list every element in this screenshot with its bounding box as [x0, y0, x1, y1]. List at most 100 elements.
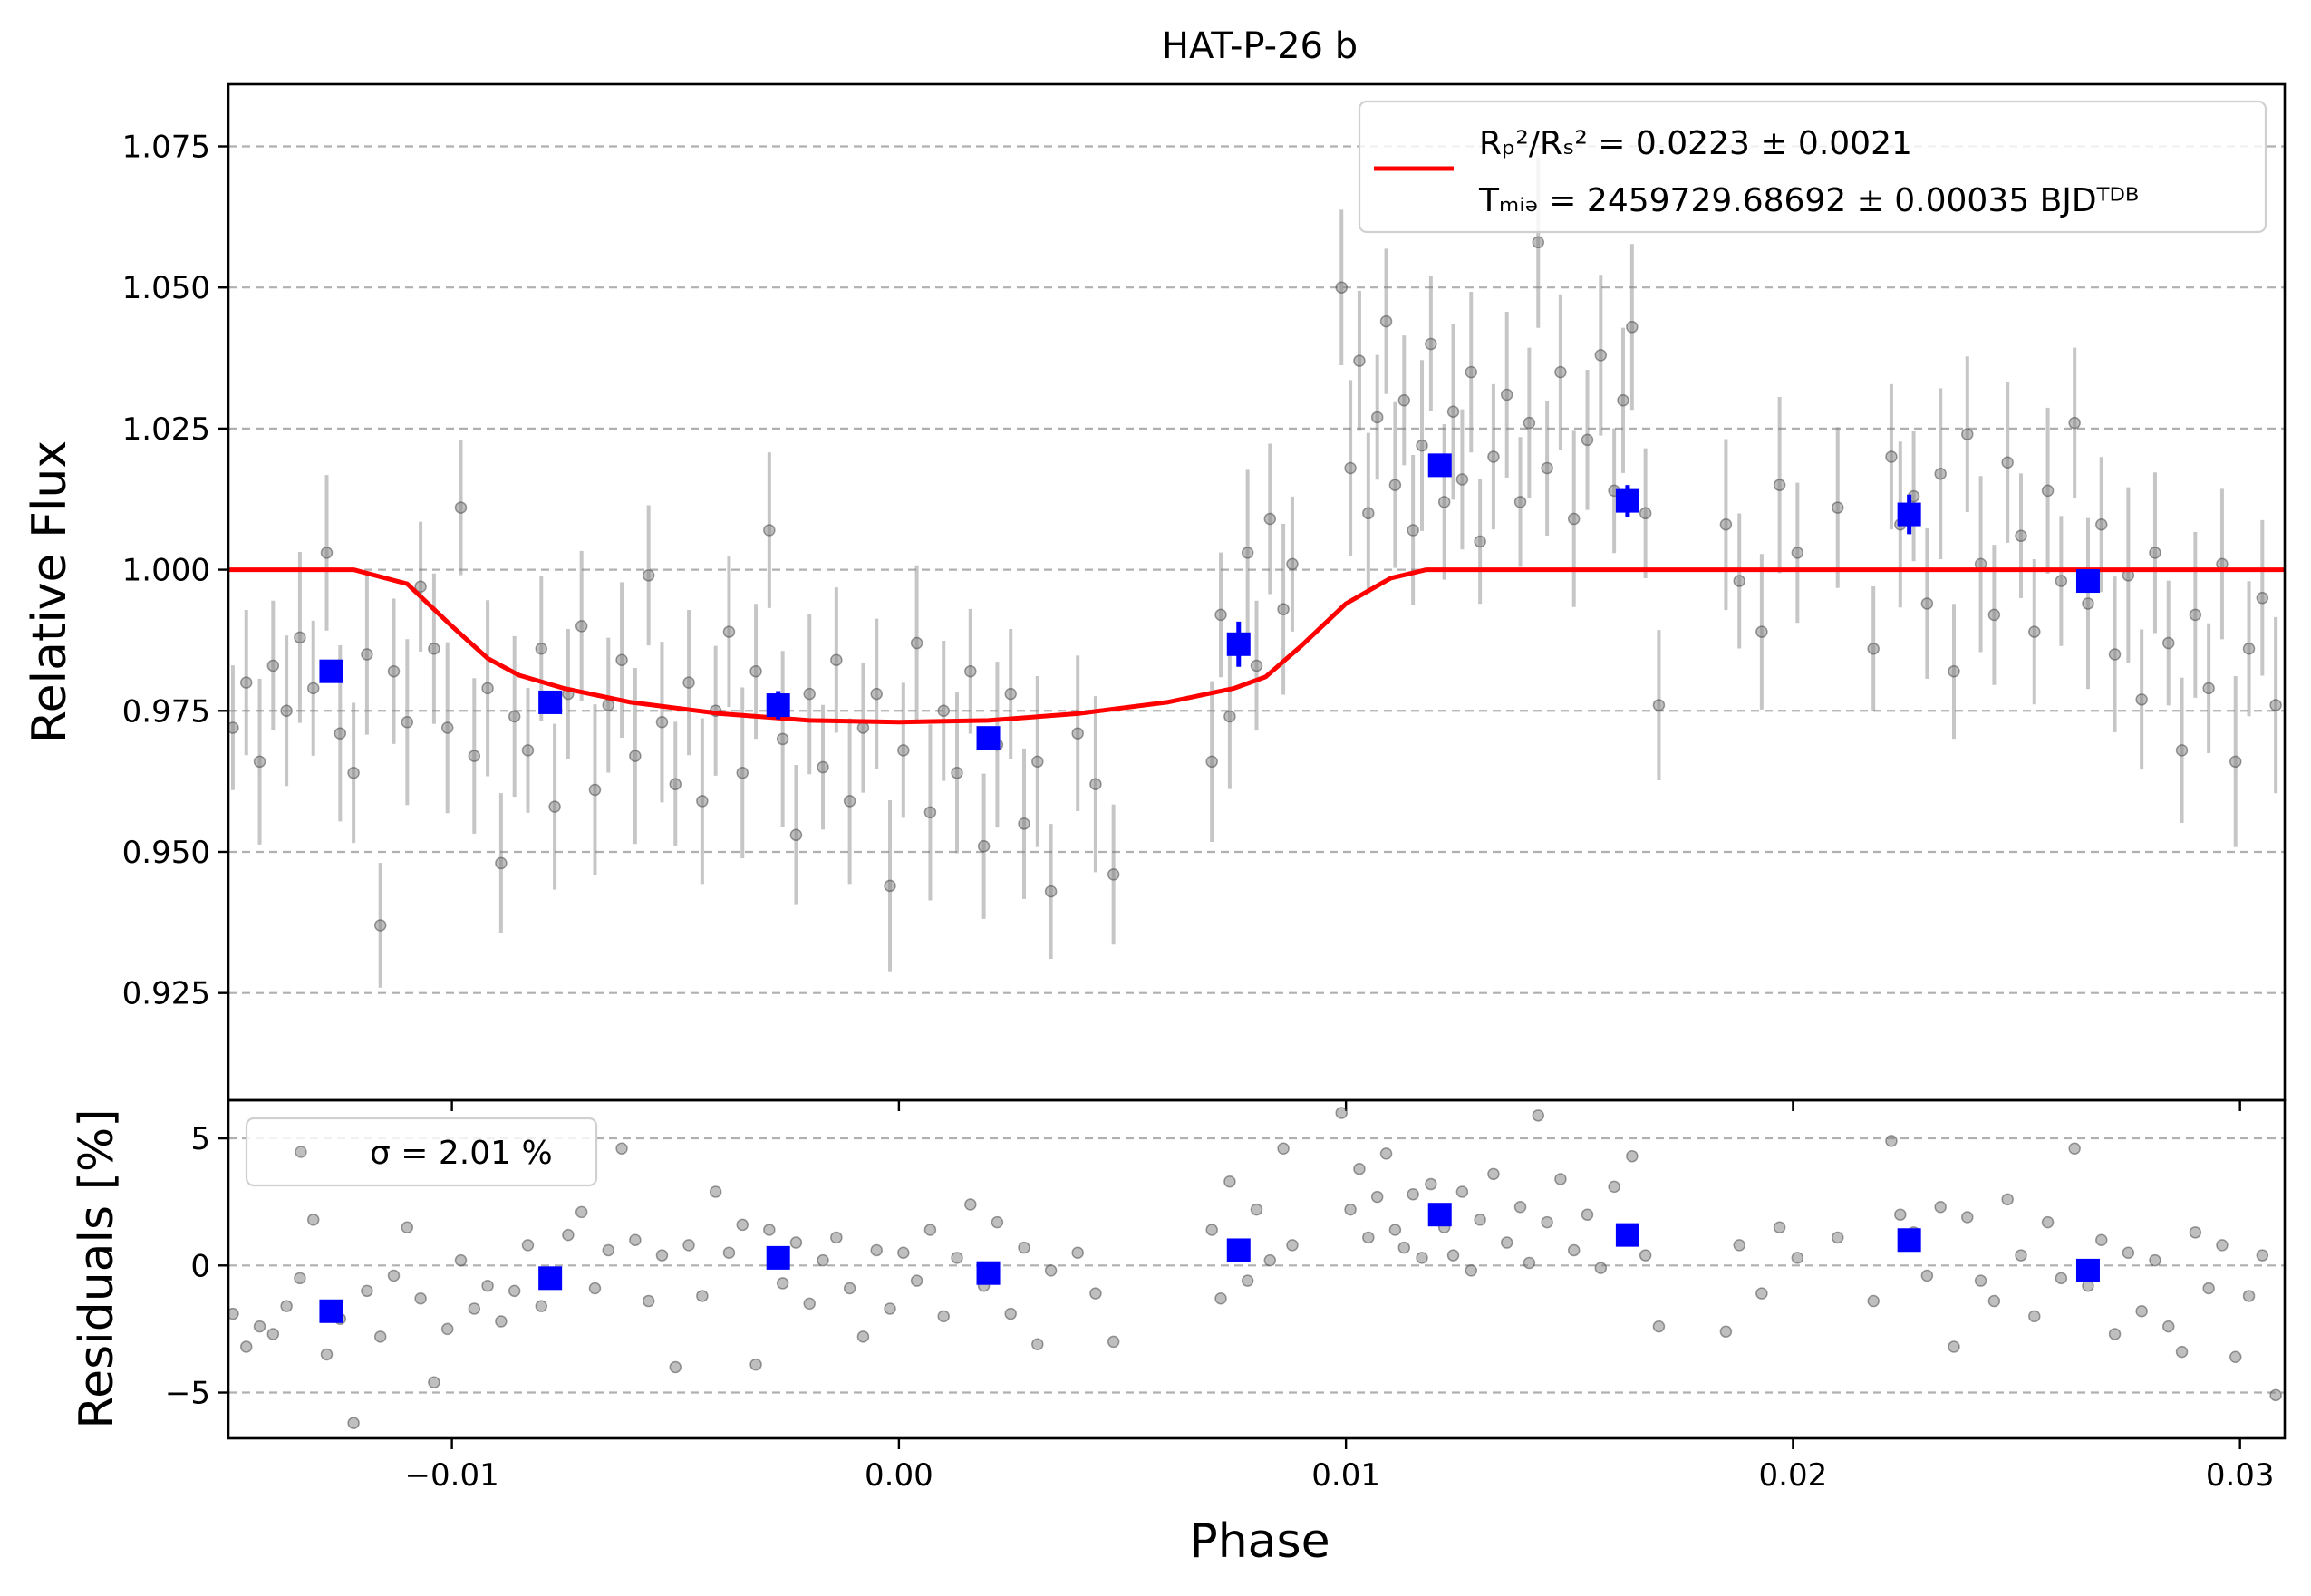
raw-data-point — [454, 501, 468, 514]
residual-point — [428, 1376, 440, 1389]
legend-sigma: σ = 2.01 % — [370, 1135, 553, 1172]
raw-data-point — [521, 744, 535, 757]
raw-data-point — [615, 653, 628, 666]
raw-data-point — [1581, 433, 1594, 447]
raw-data-point — [1885, 450, 1898, 463]
raw-data-point — [817, 760, 829, 774]
residual-point — [642, 1294, 655, 1308]
residual-point — [2256, 1249, 2269, 1262]
bottom-y-ticks: −5 0 5 — [165, 1121, 228, 1412]
residual-point — [655, 1249, 669, 1262]
residual-point — [2202, 1282, 2215, 1295]
top-binned-points — [319, 453, 2100, 750]
raw-data-point — [2162, 636, 2175, 650]
raw-data-point — [884, 879, 896, 893]
residual-point — [1755, 1287, 1768, 1300]
binned-data-point — [766, 693, 790, 718]
raw-data-point — [2175, 744, 2189, 757]
raw-data-point — [1541, 461, 1553, 475]
raw-data-point — [1867, 643, 1880, 655]
residual-point — [535, 1300, 548, 1312]
raw-data-point — [1089, 778, 1102, 790]
bottom-panel: −5 0 5 −0.01 0.00 0.01 0.02 0.03 Residuals [%]… — [70, 1098, 2287, 1569]
residual-point — [763, 1224, 776, 1236]
raw-data-point — [2189, 608, 2202, 622]
residual-point — [1089, 1287, 1102, 1300]
x-tick-label: 0.03 — [2206, 1457, 2275, 1494]
raw-data-point — [830, 653, 843, 666]
residual-point — [2229, 1350, 2242, 1364]
raw-data-point — [280, 704, 293, 718]
raw-data-point — [951, 767, 963, 779]
residual-point — [856, 1330, 870, 1343]
raw-data-point — [1388, 479, 1402, 491]
top-raw-points — [227, 157, 2282, 988]
residual-point — [1465, 1264, 1478, 1277]
residual-point — [1018, 1241, 1030, 1254]
residual-point — [1541, 1215, 1553, 1229]
residual-point — [1344, 1203, 1357, 1216]
raw-data-point — [294, 631, 306, 644]
residual-point — [937, 1310, 950, 1323]
legend-residual-marker — [295, 1146, 307, 1158]
x-tick-label: 0.02 — [1759, 1457, 1828, 1494]
raw-data-point — [2082, 597, 2094, 610]
residual-point — [669, 1360, 682, 1374]
raw-data-point — [2028, 625, 2041, 638]
raw-data-point — [1416, 439, 1428, 452]
raw-data-point — [1004, 687, 1017, 701]
raw-data-point — [1397, 394, 1411, 407]
residual-point — [1608, 1180, 1620, 1194]
top-legend: Rₚ²/Rₛ² = 0.0223 ± 0.0021 Tₘᵢₔ = 2459729… — [1358, 100, 2267, 234]
raw-data-point — [2229, 755, 2242, 769]
raw-data-point — [1500, 388, 1513, 401]
residual-point — [870, 1243, 883, 1257]
raw-data-point — [2135, 693, 2148, 706]
x-tick-label: −0.01 — [405, 1457, 499, 1494]
raw-data-point — [1961, 428, 1974, 440]
binned-data-point — [1615, 488, 1639, 513]
residual-point — [2216, 1239, 2229, 1252]
raw-data-point — [1018, 817, 1030, 830]
raw-data-point — [1639, 507, 1652, 520]
raw-data-point — [910, 636, 923, 650]
residual-point — [749, 1358, 762, 1371]
residual-point — [521, 1239, 535, 1252]
top-legend-box — [1358, 100, 2267, 234]
top-y-tick-label: 1.075 — [122, 130, 210, 166]
residual-point — [1791, 1252, 1804, 1264]
raw-data-point — [320, 547, 334, 559]
raw-data-point — [696, 795, 709, 808]
raw-data-point — [1487, 450, 1500, 463]
top-model-curve — [228, 567, 2285, 725]
residual-point — [2189, 1226, 2202, 1239]
raw-data-point — [1425, 337, 1437, 351]
raw-data-point — [1263, 512, 1277, 526]
residual-point — [615, 1142, 628, 1156]
residual-point — [602, 1243, 615, 1257]
residual-point — [1934, 1201, 1947, 1214]
residual-point — [2001, 1193, 2014, 1206]
residual-point — [239, 1340, 253, 1353]
raw-data-point — [1719, 518, 1733, 531]
raw-data-point — [1335, 281, 1348, 294]
residual-point — [1250, 1203, 1263, 1216]
residual-point — [588, 1282, 602, 1295]
raw-data-point — [373, 919, 387, 932]
residual-point — [387, 1269, 401, 1282]
residual-point — [1581, 1208, 1594, 1221]
residual-point — [2015, 1249, 2027, 1262]
x-tick-label: 0.01 — [1311, 1457, 1380, 1494]
residual-point — [1773, 1221, 1786, 1233]
raw-data-point — [602, 699, 615, 711]
raw-data-point — [1594, 349, 1608, 362]
raw-data-point — [1437, 496, 1451, 508]
residual-point — [440, 1322, 454, 1336]
top-y-axis-label: Relative Flux — [23, 440, 77, 743]
binned-data-point — [1427, 453, 1452, 478]
residual-point — [1513, 1201, 1527, 1214]
raw-data-point — [588, 783, 602, 797]
binned-residual-point — [1615, 1223, 1639, 1247]
residual-point — [1416, 1252, 1428, 1264]
residual-point — [923, 1224, 937, 1236]
